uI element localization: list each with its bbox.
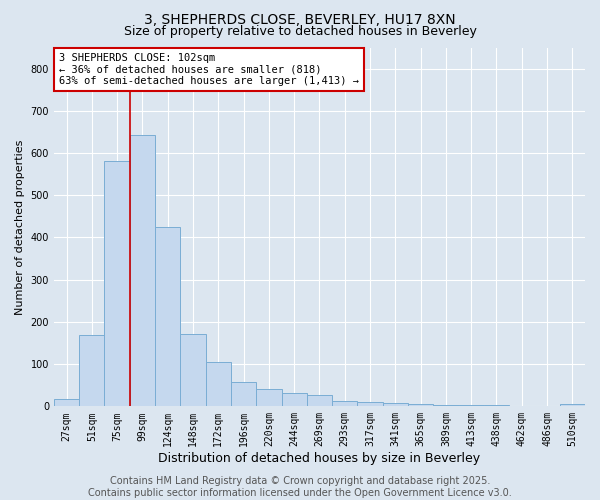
Bar bbox=[104, 162, 130, 406]
Y-axis label: Number of detached properties: Number of detached properties bbox=[15, 139, 25, 314]
Bar bbox=[560, 404, 585, 406]
Bar bbox=[155, 227, 181, 406]
Bar bbox=[181, 334, 206, 406]
Bar bbox=[130, 136, 155, 406]
Bar bbox=[307, 394, 332, 406]
Text: Contains HM Land Registry data © Crown copyright and database right 2025.
Contai: Contains HM Land Registry data © Crown c… bbox=[88, 476, 512, 498]
Bar bbox=[79, 336, 104, 406]
Text: Size of property relative to detached houses in Beverley: Size of property relative to detached ho… bbox=[124, 25, 476, 38]
Bar bbox=[231, 382, 256, 406]
Bar bbox=[332, 401, 358, 406]
Bar bbox=[458, 405, 484, 406]
Text: 3 SHEPHERDS CLOSE: 102sqm
← 36% of detached houses are smaller (818)
63% of semi: 3 SHEPHERDS CLOSE: 102sqm ← 36% of detac… bbox=[59, 53, 359, 86]
Text: 3, SHEPHERDS CLOSE, BEVERLEY, HU17 8XN: 3, SHEPHERDS CLOSE, BEVERLEY, HU17 8XN bbox=[144, 12, 456, 26]
Bar bbox=[408, 404, 433, 406]
Bar bbox=[281, 393, 307, 406]
X-axis label: Distribution of detached houses by size in Beverley: Distribution of detached houses by size … bbox=[158, 452, 481, 465]
Bar bbox=[383, 404, 408, 406]
Bar bbox=[358, 402, 383, 406]
Bar bbox=[54, 398, 79, 406]
Bar bbox=[206, 362, 231, 406]
Bar bbox=[256, 388, 281, 406]
Bar bbox=[433, 404, 458, 406]
